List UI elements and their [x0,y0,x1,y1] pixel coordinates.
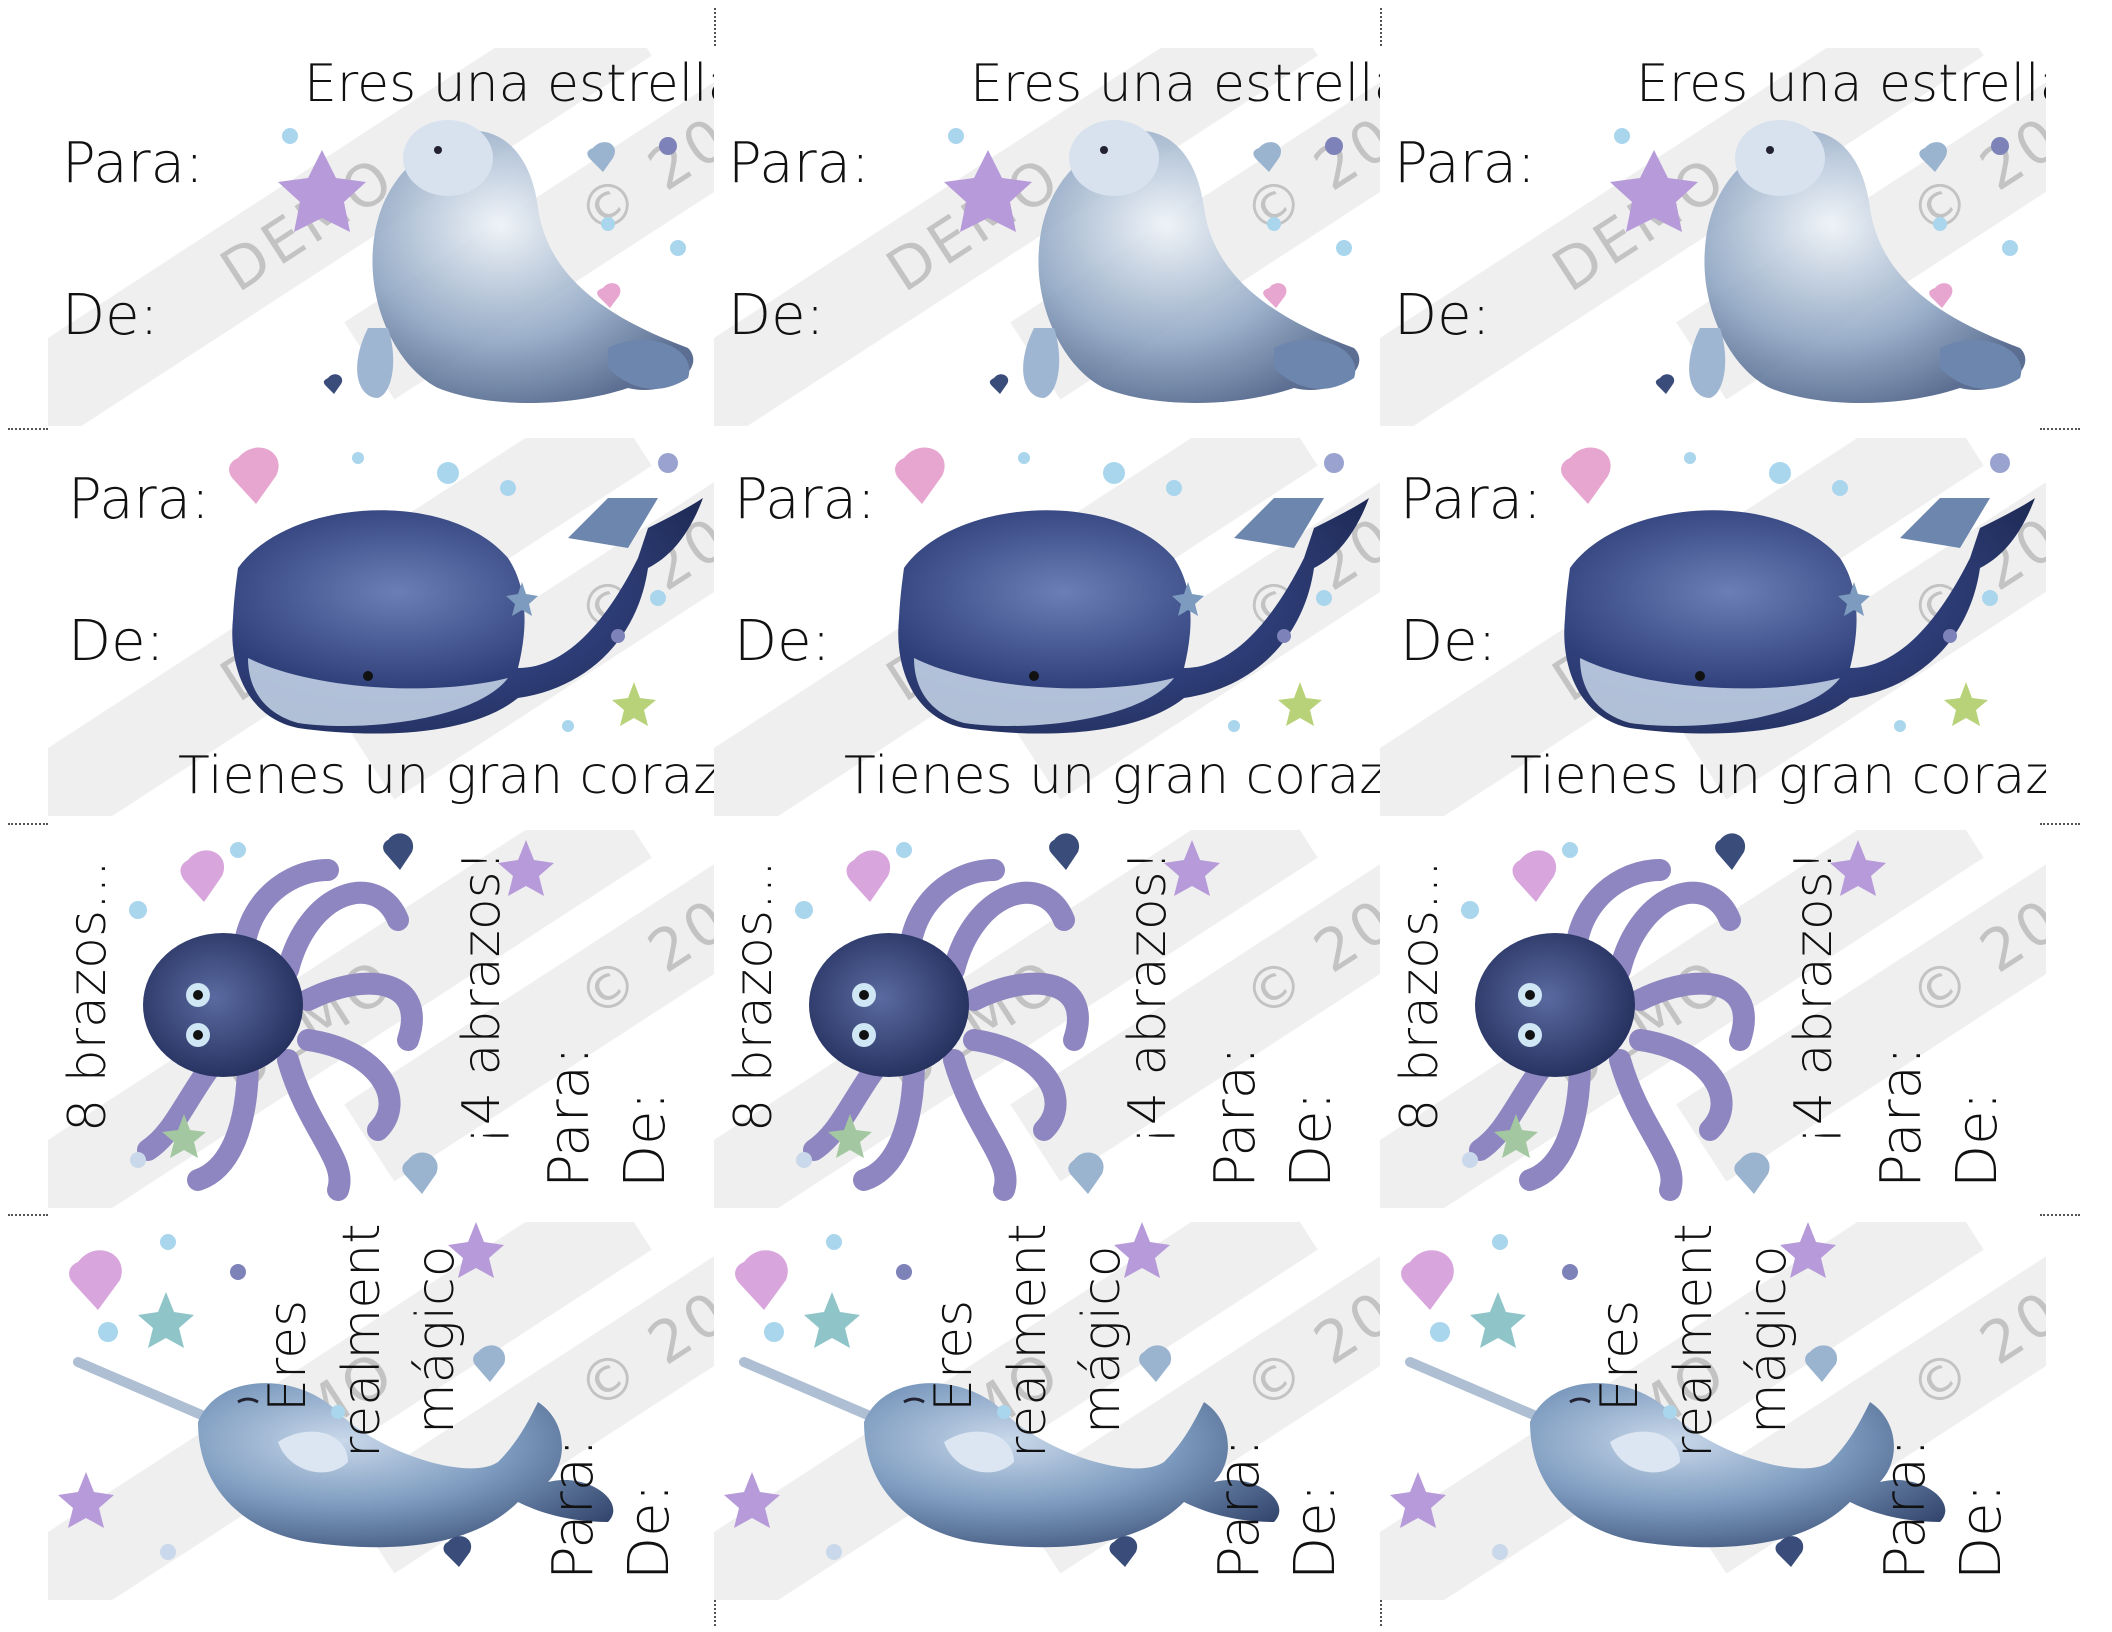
narwhal-illustration [58,1222,614,1567]
narwhal-illustration [1390,1222,1946,1567]
card-title: Eres una estrella [1636,54,2046,114]
para-label: Para: [1394,131,1536,196]
de-label: De: [613,1091,678,1188]
cut-line [8,823,48,825]
cut-line [1380,8,1382,50]
de-label: De: [1949,1483,2014,1580]
card-line-1: Eres [258,1299,318,1412]
de-label: De: [68,609,165,674]
para-label: Para: [1207,1438,1272,1580]
card-title: Tienes un gran corazón [844,746,1380,806]
card-line-2: ¡4 abrazos! [452,850,512,1146]
card-title: Tienes un gran corazón [178,746,714,806]
card-line-2: ¡4 abrazos! [1784,850,1844,1146]
seal-illustration [1610,120,2026,404]
card-octopus: DEMO © 2021 8 brazos. [1380,830,2046,1208]
card-title: Eres una estrella [304,54,714,114]
para-label: Para: [537,1046,602,1188]
de-label: De: [1283,1483,1348,1580]
de-label: De: [62,283,159,348]
card-line-2: realmente [1664,1222,1724,1458]
card-seal: DEMO © 2021 Eres una estrella Para: De: [714,48,1380,426]
card-line-2: realmente [332,1222,392,1458]
para-label: Para: [62,131,204,196]
octopus-illustration [1461,833,1886,1201]
para-label: Para: [1873,1438,1938,1580]
para-label: Para: [541,1438,606,1580]
de-label: De: [1400,609,1497,674]
card-whale: DEMO © 2021 Para: De: Tienes un gran cor… [48,438,714,816]
card-octopus: DEMO © 2021 8 brazos. [714,830,1380,1208]
cut-line [8,428,48,430]
octopus-illustration [129,833,554,1201]
cut-line [714,8,716,50]
card-line-3: mágico [1738,1245,1798,1434]
card-title: Eres una estrella [970,54,1380,114]
de-label: De: [1394,283,1491,348]
card-seal: DEMO © 2021 Eres una estrella Para: De: [1380,48,2046,426]
octopus-illustration [795,833,1220,1201]
cut-line [8,1214,48,1216]
cut-line [714,1584,716,1626]
de-label: De: [728,283,825,348]
de-label: De: [734,609,831,674]
card-line-2: realmente [998,1222,1058,1458]
para-label: Para: [1203,1046,1268,1188]
para-label: Para: [1400,467,1542,532]
card-line-1: 8 brazos... [58,860,118,1132]
whale-illustration [229,447,703,734]
narwhal-illustration [724,1222,1280,1567]
card-narwhal: DEMO © 2021 Eres realmente mágico Para: … [48,1222,714,1600]
card-line-3: mágico [406,1245,466,1434]
de-label: De: [617,1483,682,1580]
card-line-3: mágico [1072,1245,1132,1434]
cut-line [1380,1584,1382,1626]
para-label: Para: [68,467,210,532]
whale-illustration [1561,447,2035,734]
card-line-1: 8 brazos... [1390,860,1450,1132]
card-narwhal: DEMO © 2021 Eres realmente mágico Para: … [1380,1222,2046,1600]
de-label: De: [1945,1091,2010,1188]
para-label: Para: [728,131,870,196]
card-narwhal: DEMO © 2021 Eres realmente mágico Para: … [714,1222,1380,1600]
card-octopus: DEMO © 2021 8 brazos. [48,830,714,1208]
card-line-2: ¡4 abrazos! [1118,850,1178,1146]
card-line-1: Eres [1590,1299,1650,1412]
card-whale: DEMO © 2021 Para: De: Tienes un gran cor… [1380,438,2046,816]
para-label: Para: [1869,1046,1934,1188]
cut-line [2040,823,2080,825]
whale-illustration [895,447,1369,734]
para-label: Para: [734,467,876,532]
cut-line [2040,428,2080,430]
seal-illustration [278,120,694,404]
card-title: Tienes un gran corazón [1510,746,2046,806]
card-line-1: Eres [924,1299,984,1412]
card-line-1: 8 brazos... [724,860,784,1132]
cut-line [2040,1214,2080,1216]
seal-illustration [944,120,1360,404]
de-label: De: [1279,1091,1344,1188]
card-seal: DEMO © 2021 Eres una estrella Para: De: [48,48,714,426]
card-whale: DEMO © 2021 Para: De: Tienes un gran cor… [714,438,1380,816]
